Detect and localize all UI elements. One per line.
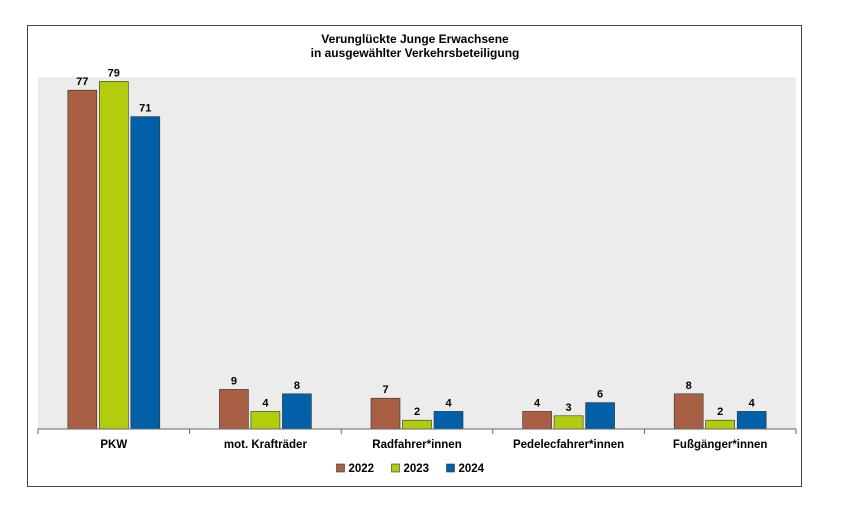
data-label: 4 bbox=[262, 397, 269, 409]
data-label: 2 bbox=[717, 406, 723, 418]
legend-swatch bbox=[446, 463, 455, 473]
data-label: 4 bbox=[749, 397, 756, 409]
plot-area bbox=[38, 77, 796, 429]
data-label: 8 bbox=[294, 380, 300, 392]
data-label: 7 bbox=[382, 384, 388, 396]
data-label: 4 bbox=[445, 397, 452, 409]
chart-title-line: in ausgewählter Verkehrsbeteiligung bbox=[311, 46, 520, 60]
data-label: 6 bbox=[597, 389, 603, 401]
bar bbox=[736, 411, 767, 430]
data-label: 8 bbox=[686, 380, 692, 392]
bar bbox=[99, 81, 129, 430]
bar bbox=[402, 419, 432, 430]
bar bbox=[219, 389, 249, 430]
bar bbox=[522, 411, 552, 430]
bar bbox=[130, 116, 161, 430]
bar bbox=[250, 411, 281, 430]
chart-title-line: Verunglückte Junge Erwachsene bbox=[321, 32, 509, 46]
bar bbox=[585, 402, 615, 430]
data-label: 3 bbox=[566, 402, 572, 414]
chart-frame: Verunglückte Junge Erwachsene in ausgewäh… bbox=[27, 25, 802, 487]
bar bbox=[370, 397, 401, 430]
x-tick-label: Radfahrer*innen bbox=[372, 439, 461, 451]
legend-label: 2022 bbox=[349, 463, 375, 475]
bar bbox=[553, 415, 584, 430]
data-label: 79 bbox=[108, 67, 120, 79]
bar bbox=[433, 411, 464, 430]
data-label: 77 bbox=[76, 76, 88, 88]
data-label: 2 bbox=[414, 406, 420, 418]
bar bbox=[673, 393, 704, 430]
legend-label: 2023 bbox=[404, 463, 430, 475]
legend-swatch bbox=[391, 463, 400, 473]
x-tick-label: PKW bbox=[100, 439, 127, 451]
legend-swatch bbox=[336, 463, 345, 473]
x-tick-label: mot. Krafträder bbox=[224, 439, 308, 451]
data-label: 4 bbox=[534, 397, 541, 409]
x-tick-label: Fußgänger*innen bbox=[673, 439, 768, 451]
legend-label: 2024 bbox=[459, 463, 485, 475]
bar bbox=[67, 89, 98, 430]
x-tick-label: Pedelecfahrer*innen bbox=[513, 439, 624, 451]
bar bbox=[705, 419, 736, 430]
data-label: 71 bbox=[139, 103, 151, 115]
bar bbox=[282, 393, 312, 430]
data-label: 9 bbox=[231, 375, 237, 387]
